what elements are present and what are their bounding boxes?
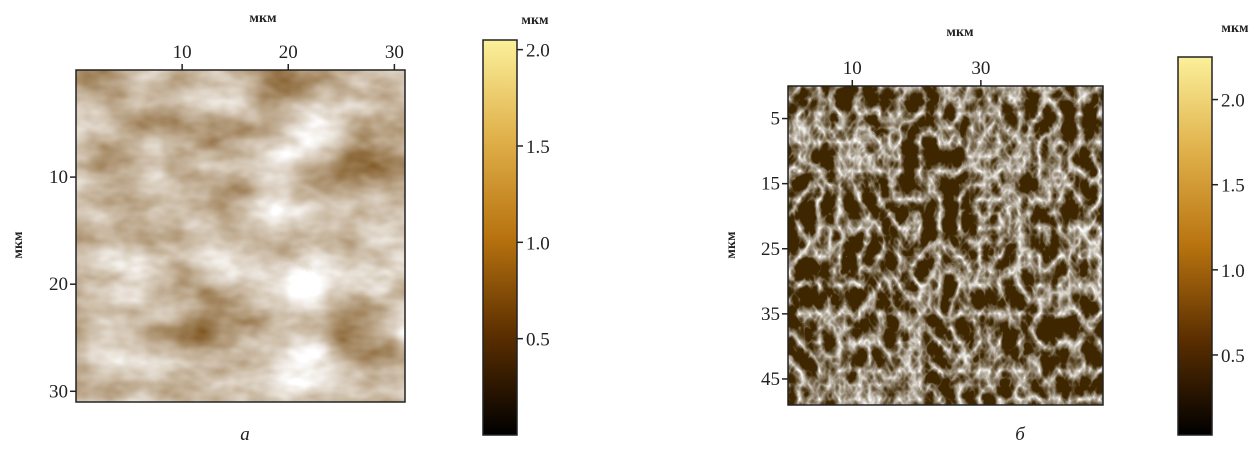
image-frame (787, 85, 1104, 406)
afm-image (76, 70, 405, 402)
colorbar-tick-label: 0.5 (1221, 346, 1245, 367)
x-axis-label: мкм (946, 25, 974, 40)
panel-caption: а (240, 424, 250, 445)
y-tick-label: 5 (771, 109, 781, 130)
colorbar-tick-label: 1.5 (1221, 176, 1245, 197)
y-axis-label: мкм (724, 231, 739, 259)
colorbar-tick-label: 0.5 (526, 330, 550, 351)
y-tick-label: 25 (761, 239, 780, 260)
panel-caption: б (1015, 424, 1026, 445)
y-tick-label: 35 (761, 304, 780, 325)
y-tick-label: 30 (49, 381, 68, 402)
y-tick-label: 45 (761, 369, 780, 390)
colorbar (1177, 56, 1213, 436)
x-tick-label: 10 (173, 42, 192, 63)
colorbar-tick-label: 2.0 (1221, 91, 1245, 112)
y-tick-label: 20 (49, 274, 68, 295)
colorbar (482, 39, 518, 436)
afm-image (788, 86, 1103, 405)
colorbar-tick-label: 1.0 (526, 233, 550, 254)
colorbar-label: мкм (521, 13, 549, 28)
y-axis-label: мкм (11, 231, 26, 259)
colorbar-label: мкм (1221, 21, 1249, 36)
colorbar-tick-label: 1.0 (1221, 261, 1245, 282)
x-tick-label: 10 (843, 58, 862, 79)
x-tick-label: 20 (279, 42, 298, 63)
x-tick-label: 30 (971, 58, 990, 79)
colorbar-tick-label: 1.5 (526, 137, 550, 158)
y-tick-label: 10 (49, 167, 68, 188)
x-tick-label: 30 (385, 42, 404, 63)
y-tick-label: 15 (761, 174, 780, 195)
image-frame (75, 69, 406, 403)
x-axis-label: мкм (249, 11, 277, 26)
colorbar-tick-label: 2.0 (526, 41, 550, 62)
